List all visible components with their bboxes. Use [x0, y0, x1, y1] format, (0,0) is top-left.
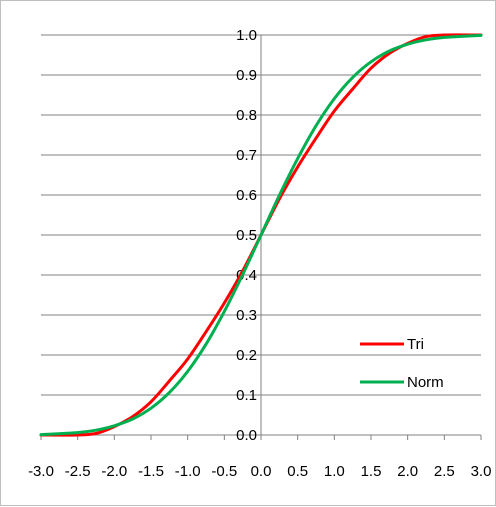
x-tick-label: 2.0 [397, 463, 418, 480]
x-tick-label: 1.5 [361, 463, 382, 480]
x-tick-label: -2.0 [101, 463, 127, 480]
y-tick-label: 0.7 [236, 147, 257, 164]
y-tick-label: 0.3 [236, 307, 257, 324]
y-tick-label: 0.5 [236, 227, 257, 244]
x-tick-label: -2.5 [65, 463, 91, 480]
x-tick-label: -3.0 [28, 463, 54, 480]
y-tick-label: 0.9 [236, 67, 257, 84]
y-tick-label: 0.1 [236, 387, 257, 404]
x-tick-label: 3.0 [471, 463, 492, 480]
x-tick-label: -0.5 [211, 463, 237, 480]
series-lines [39, 33, 483, 437]
x-tick-label: -1.5 [138, 463, 164, 480]
x-tick-label: 0.0 [251, 463, 272, 480]
x-axis-tick-labels: -3.0 -2.5 -2.0 -1.5 -1.0 -0.5 0.0 0.5 1.0 1.5 2.0 2… [28, 463, 491, 480]
y-tick-label: 0.6 [236, 187, 257, 204]
x-tick-label: -1.0 [175, 463, 201, 480]
y-axis-tick-labels: 0.00.10.20.30.40.50.60.70.80.91.0 [236, 27, 257, 444]
legend-label-tri: Tri [407, 336, 424, 353]
y-tick-label: 0.0 [236, 427, 257, 444]
y-tick-label: 0.8 [236, 107, 257, 124]
y-tick-label: 0.2 [236, 347, 257, 364]
x-tick-label: 1.0 [324, 463, 345, 480]
legend-label-norm: Norm [407, 374, 444, 391]
x-tick-label: 0.5 [287, 463, 308, 480]
y-tick-label: 1.0 [236, 27, 257, 44]
legend: Tri Norm [360, 336, 444, 391]
x-tick-label: 2.5 [434, 463, 455, 480]
series-line-norm [39, 33, 483, 437]
